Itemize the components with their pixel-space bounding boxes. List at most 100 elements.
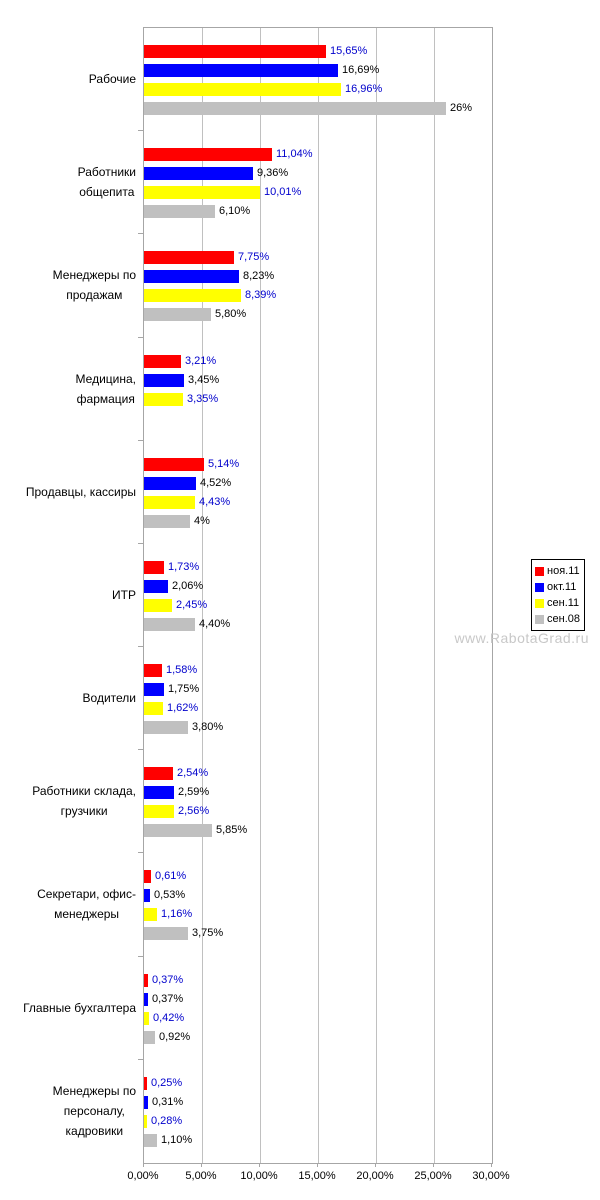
bar-сен.08: [144, 515, 190, 528]
category-label: Секретари, офис-менеджеры: [37, 852, 136, 955]
gridline: [260, 28, 261, 1163]
category-label-line: ИТР: [112, 587, 136, 602]
bar-value-label: 2,59%: [178, 786, 210, 798]
bar-value-label: 0,61%: [155, 870, 187, 882]
legend-item: сен.08: [535, 611, 580, 627]
bar-окт.11: [144, 683, 164, 696]
bar-окт.11: [144, 580, 168, 593]
bar-окт.11: [144, 993, 148, 1006]
category-axis-tick: [138, 440, 143, 441]
bar-ноя.11: [144, 561, 164, 574]
bar-value-label: 0,25%: [151, 1077, 183, 1089]
category-axis-tick: [138, 749, 143, 750]
bar-сен.11: [144, 805, 174, 818]
x-axis-tick-label: 30,00%: [472, 1170, 510, 1182]
bar-окт.11: [144, 64, 338, 77]
category-label: Работники склада, грузчики: [32, 749, 136, 852]
bar-сен.11: [144, 1012, 149, 1025]
bar-сен.11: [144, 496, 195, 509]
bar-сен.08: [144, 927, 188, 940]
bar-value-label: 3,21%: [185, 355, 217, 367]
legend-label: окт.11: [547, 581, 577, 593]
category-label-line: Менеджеры по: [52, 267, 136, 282]
category-axis-tick: [138, 1059, 143, 1060]
bar-value-label: 1,58%: [166, 664, 198, 676]
category-axis-tick: [138, 646, 143, 647]
category-label-line: грузчики: [60, 803, 108, 818]
bar-value-label: 1,75%: [168, 683, 200, 695]
category-label-line: общепита: [79, 184, 135, 199]
category-label: Главные бухгалтера: [23, 956, 136, 1059]
legend-label: сен.11: [547, 597, 580, 609]
category-label: Рабочие: [89, 27, 136, 130]
category-label-line: Медицина,: [75, 371, 136, 386]
bar-value-label: 0,28%: [151, 1115, 183, 1127]
x-axis-tick: [433, 1163, 434, 1167]
bar-value-label: 26%: [450, 102, 473, 114]
bar-сен.11: [144, 702, 163, 715]
bar-value-label: 5,85%: [216, 824, 248, 836]
bar-окт.11: [144, 477, 196, 490]
x-axis-tick-label: 20,00%: [356, 1170, 394, 1182]
category-label: Продавцы, кассиры: [26, 440, 136, 543]
category-label-line: продажам: [66, 287, 123, 302]
bar-value-label: 16,69%: [342, 64, 380, 76]
legend-swatch-icon: [535, 566, 544, 576]
legend-swatch-icon: [535, 598, 544, 608]
bar-value-label: 1,16%: [161, 908, 193, 920]
category-label: Водители: [83, 646, 136, 749]
legend-swatch-icon: [535, 614, 544, 624]
category-axis-tick: [138, 233, 143, 234]
bar-value-label: 7,75%: [238, 251, 270, 263]
bar-сен.08: [144, 205, 215, 218]
category-label-line: фармация: [76, 391, 135, 406]
bar-ноя.11: [144, 870, 151, 883]
watermark-text: www.RabotaGrad.ru: [454, 630, 589, 646]
gridline: [376, 28, 377, 1163]
bar-окт.11: [144, 786, 174, 799]
category-label: Медицина, фармация: [76, 337, 136, 440]
bar-value-label: 10,01%: [264, 186, 302, 198]
bar-окт.11: [144, 374, 184, 387]
x-axis-tick-label: 5,00%: [185, 1170, 217, 1182]
bar-ноя.11: [144, 767, 173, 780]
bar-value-label: 8,39%: [245, 289, 277, 301]
bar-value-label: 1,62%: [167, 702, 199, 714]
category-label-line: Работники склада,: [32, 783, 136, 798]
bar-сен.11: [144, 83, 341, 96]
bar-окт.11: [144, 270, 239, 283]
category-label: Работники общепита: [78, 130, 136, 233]
bar-ноя.11: [144, 355, 181, 368]
bar-ноя.11: [144, 664, 162, 677]
bar-value-label: 2,56%: [178, 805, 210, 817]
bar-value-label: 4,40%: [199, 618, 231, 630]
bar-value-label: 0,31%: [152, 1096, 184, 1108]
bar-сен.08: [144, 1134, 157, 1147]
category-label-line: Работники: [77, 164, 136, 179]
bar-сен.11: [144, 599, 172, 612]
bar-value-label: 2,45%: [176, 599, 208, 611]
bar-value-label: 3,45%: [188, 374, 220, 386]
bar-value-label: 0,37%: [152, 974, 184, 986]
bar-окт.11: [144, 889, 150, 902]
bar-value-label: 0,92%: [159, 1031, 191, 1043]
category-label-line: Главные бухгалтера: [23, 1000, 136, 1015]
category-label: Менеджеры по продажам: [53, 233, 136, 336]
bar-value-label: 6,10%: [219, 205, 251, 217]
legend: ноя.11 окт.11 сен.11 сен.08: [531, 559, 585, 631]
bar-value-label: 2,06%: [172, 580, 204, 592]
category-axis-tick: [138, 543, 143, 544]
bar-value-label: 1,10%: [161, 1134, 193, 1146]
bar-value-label: 15,65%: [330, 45, 368, 57]
legend-swatch-icon: [535, 582, 544, 592]
gridline: [434, 28, 435, 1163]
legend-item: ноя.11: [535, 563, 580, 579]
bar-сен.11: [144, 289, 241, 302]
legend-item: сен.11: [535, 595, 580, 611]
bar-value-label: 4,52%: [200, 477, 232, 489]
x-axis-tick-label: 25,00%: [414, 1170, 452, 1182]
x-axis-tick-label: 10,00%: [240, 1170, 278, 1182]
category-label-line: персоналу,: [63, 1103, 125, 1118]
bar-value-label: 0,42%: [153, 1012, 185, 1024]
